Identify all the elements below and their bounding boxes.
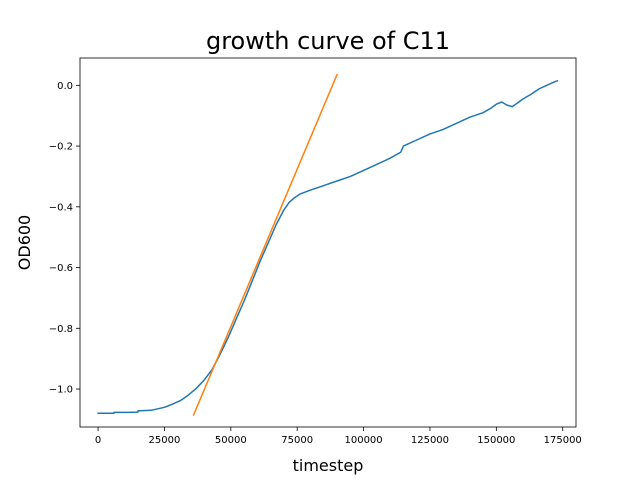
x-tick-label: 100000 bbox=[344, 435, 382, 446]
plot-frame bbox=[79, 57, 577, 428]
x-axis-label: timestep bbox=[293, 456, 364, 475]
fit-line bbox=[192, 73, 338, 416]
plot-area bbox=[79, 57, 577, 428]
x-tick-label: 175000 bbox=[544, 435, 582, 446]
x-tick-label: 75000 bbox=[281, 435, 313, 446]
x-tick-label: 125000 bbox=[411, 435, 449, 446]
y-axis-ticks: 0.0 −0.2 −0.4 −0.6 −0.8 −1.0 bbox=[49, 81, 80, 396]
y-axis-label: OD600 bbox=[15, 215, 34, 270]
y-tick-label: −0.4 bbox=[49, 202, 73, 213]
y-tick-label: −0.8 bbox=[49, 324, 73, 335]
chart-title: growth curve of C11 bbox=[206, 27, 450, 55]
y-tick-label: 0.0 bbox=[57, 81, 73, 92]
y-tick-label: −0.6 bbox=[49, 263, 73, 274]
series-layer bbox=[97, 73, 559, 416]
x-axis-ticks: 0 25000 50000 75000 100000 125000 150000 175000 bbox=[95, 427, 582, 446]
y-tick-label: −0.2 bbox=[49, 142, 73, 153]
x-tick-label: 25000 bbox=[149, 435, 181, 446]
y-tick-label: −1.0 bbox=[49, 385, 73, 396]
x-tick-label: 50000 bbox=[215, 435, 247, 446]
x-tick-label: 150000 bbox=[477, 435, 515, 446]
growth-curve-line bbox=[97, 79, 559, 415]
x-tick-label: 0 bbox=[95, 435, 101, 446]
